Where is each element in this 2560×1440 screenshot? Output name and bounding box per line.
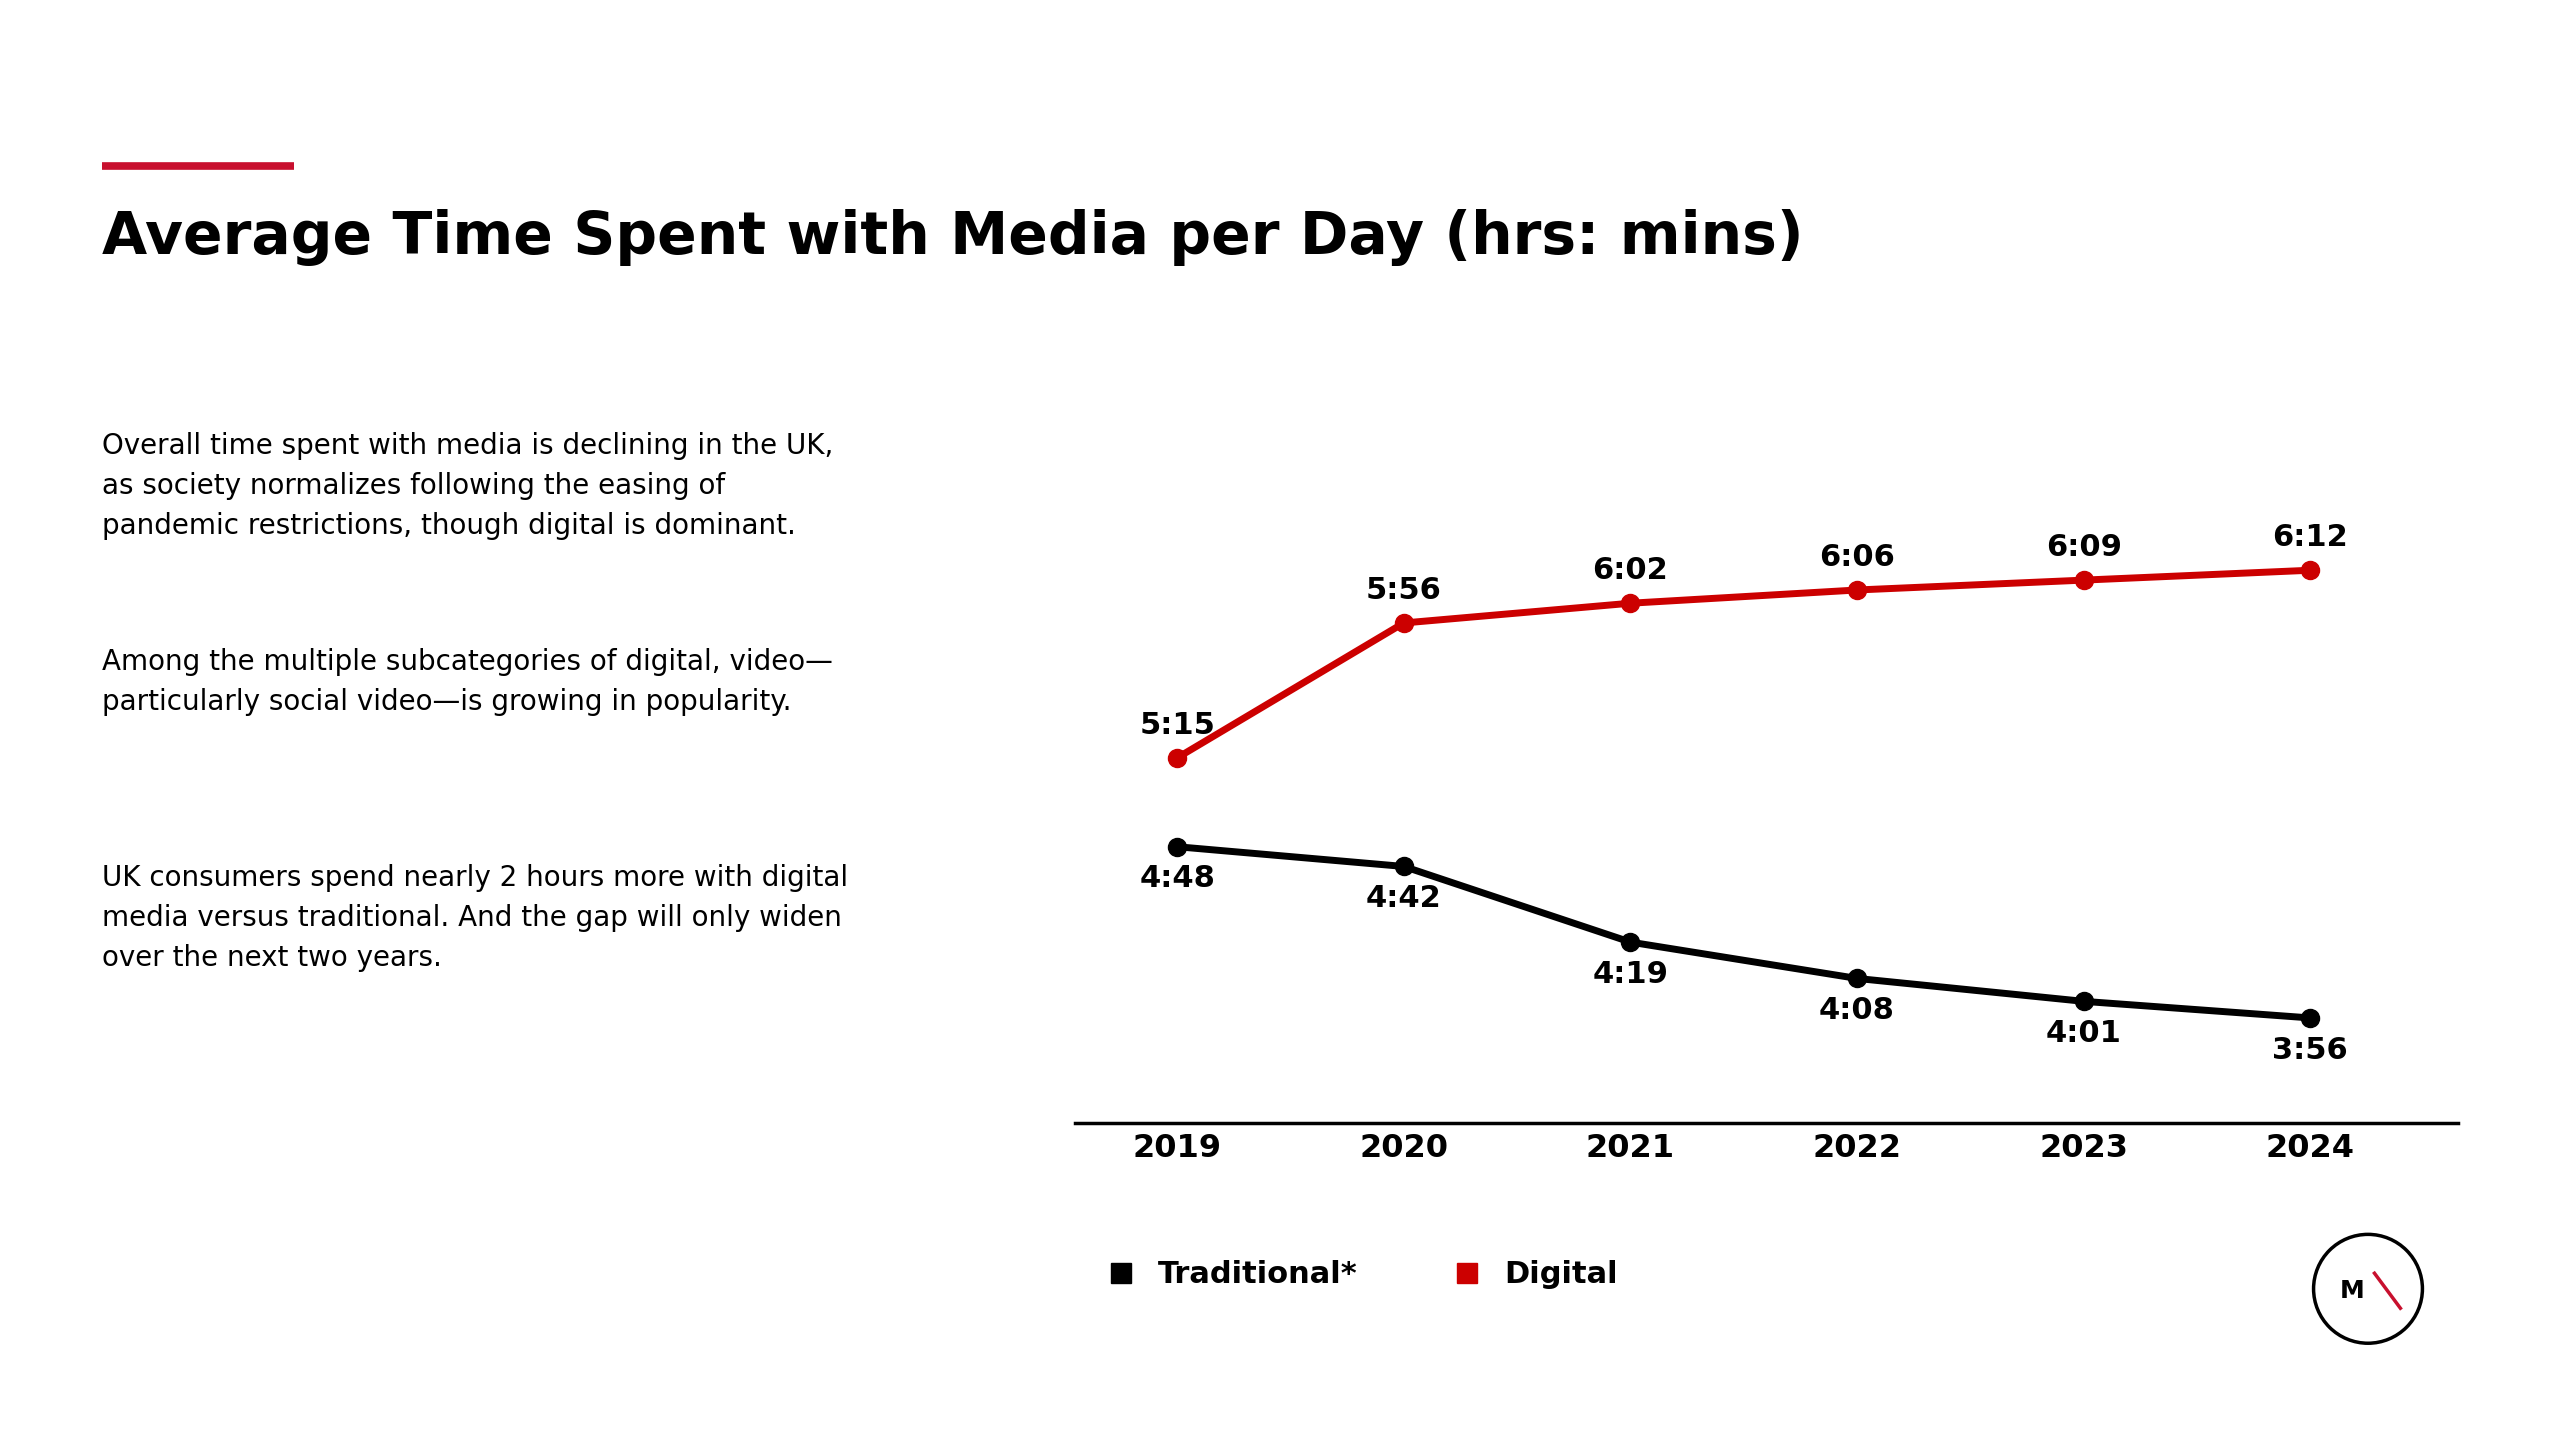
- Text: UK consumers spend nearly 2 hours more with digital
media versus traditional. An: UK consumers spend nearly 2 hours more w…: [102, 864, 847, 972]
- Text: Among the multiple subcategories of digital, video—
particularly social video—is: Among the multiple subcategories of digi…: [102, 648, 832, 716]
- Text: 5:15: 5:15: [1139, 711, 1216, 740]
- Text: 5:56: 5:56: [1367, 576, 1441, 605]
- Text: 4:19: 4:19: [1592, 960, 1669, 989]
- Text: 4:48: 4:48: [1139, 864, 1216, 893]
- Text: 4:08: 4:08: [1820, 996, 1894, 1025]
- Text: 6:09: 6:09: [2045, 533, 2122, 563]
- Text: 4:42: 4:42: [1367, 884, 1441, 913]
- Legend: Traditional*, Digital: Traditional*, Digital: [1091, 1248, 1631, 1302]
- Text: 3:56: 3:56: [2273, 1035, 2348, 1064]
- Text: 6:02: 6:02: [1592, 556, 1669, 586]
- Text: 6:06: 6:06: [1820, 543, 1894, 572]
- Text: Overall time spent with media is declining in the UK,
as society normalizes foll: Overall time spent with media is declini…: [102, 432, 835, 540]
- Text: M: M: [2340, 1279, 2365, 1303]
- Text: 4:01: 4:01: [2045, 1020, 2122, 1048]
- Text: Average Time Spent with Media per Day (hrs: mins): Average Time Spent with Media per Day (h…: [102, 209, 1805, 266]
- Text: 6:12: 6:12: [2273, 524, 2348, 553]
